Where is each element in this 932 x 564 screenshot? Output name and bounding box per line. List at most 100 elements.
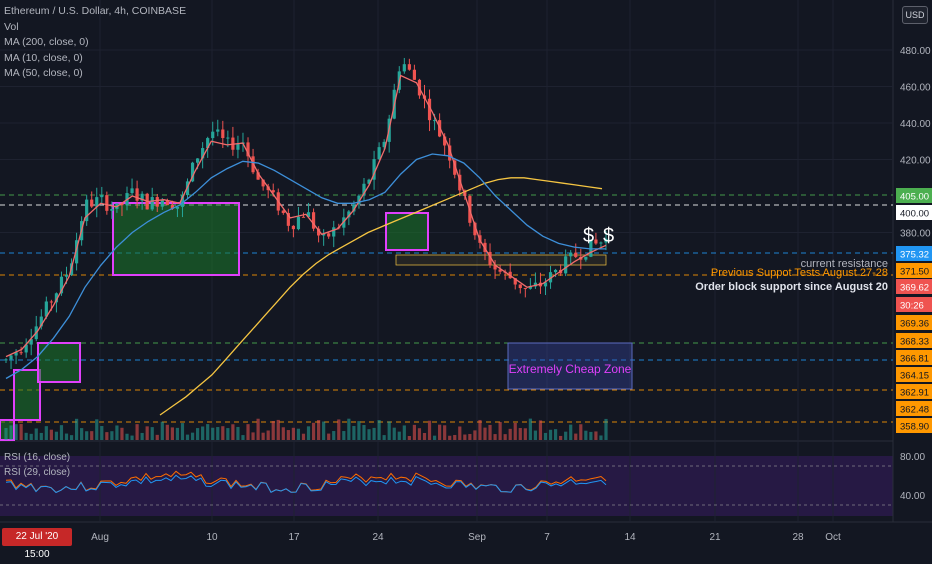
symbol-title[interactable]: Ethereum / U.S. Dollar, 4h, COINBASE [4, 5, 187, 17]
volume-bar [34, 428, 38, 440]
candle-body [448, 145, 452, 161]
candle-body [236, 143, 240, 150]
volume-bar [110, 431, 114, 440]
price-tag-bg [896, 367, 932, 382]
box-jul-3 [37, 342, 81, 383]
candle-body [140, 193, 144, 201]
price-tick-label: 440.00 [900, 119, 931, 130]
candle-body [604, 238, 608, 243]
candle-body [246, 142, 250, 157]
candle-body [402, 64, 406, 72]
volume-bar [231, 424, 235, 440]
candle-body [574, 252, 578, 257]
candle-body [357, 195, 361, 205]
candle-body [412, 69, 417, 80]
time-tick-label: 28 [792, 532, 804, 543]
volume-bar [24, 432, 28, 440]
candle-body [211, 131, 215, 139]
candle-body [120, 203, 124, 206]
volume-bar [463, 434, 467, 440]
price-tick-label: 380.00 [900, 229, 931, 240]
price-tag-bg [896, 279, 932, 294]
indicator-ma200[interactable]: MA (200, close, 0) [4, 36, 89, 48]
candle-body [135, 188, 139, 201]
volume-bar [483, 427, 487, 440]
volume-bar [291, 427, 295, 440]
candle-body [226, 137, 230, 139]
indicator-ma10[interactable]: MA (10, close, 0) [4, 51, 83, 64]
candle-body [528, 286, 532, 289]
candle-body [493, 265, 497, 270]
volume-bar [296, 428, 301, 440]
annotation-cheap-zone: Extremely Cheap Zone [509, 362, 632, 376]
volume-bar [402, 425, 406, 440]
candle-body [432, 120, 437, 122]
candle-body [347, 211, 351, 218]
candle-body [39, 316, 43, 327]
price-tag-bg [896, 418, 932, 433]
candle-body [24, 344, 28, 353]
volume-bar [221, 426, 225, 440]
dollar-sign-right: $ [603, 225, 614, 247]
volume-bar [74, 418, 79, 440]
volume-bar [195, 428, 200, 440]
volume-bar [458, 426, 462, 440]
volume-bar [327, 433, 331, 440]
candle-body [195, 158, 200, 163]
candle-body [377, 147, 381, 160]
candle-body [352, 204, 356, 212]
volume-bar [559, 435, 563, 440]
volume-bar [438, 424, 442, 440]
indicator-vol[interactable]: Vol [4, 20, 19, 33]
volume-bar [216, 427, 220, 440]
candle-body [518, 284, 522, 289]
candle-body [372, 159, 376, 180]
volume-bar [165, 424, 169, 440]
price-tag-label: 371.50 [900, 267, 929, 278]
rsi-29-line [5, 474, 607, 494]
price-tick-label: 460.00 [900, 83, 931, 94]
volume-bar [569, 424, 573, 440]
volume-bar [286, 430, 290, 440]
volume-bar [473, 430, 477, 440]
price-tag-bg [896, 333, 932, 348]
candle-body [584, 256, 588, 260]
candle-body [216, 129, 220, 132]
volume-bar [553, 429, 558, 440]
price-tag-label: 368.33 [900, 337, 929, 348]
candle-body [513, 278, 517, 285]
volume-bar [64, 433, 69, 440]
volume-bar [407, 435, 411, 440]
volume-bar [357, 421, 361, 440]
volume-bar [392, 427, 396, 440]
volume-bar [372, 427, 376, 440]
currency-button[interactable]: USD [902, 6, 928, 24]
volume-bar [513, 422, 517, 440]
indicator-ma50[interactable]: MA (50, close, 0) [4, 67, 83, 79]
candle-body [180, 195, 185, 207]
volume-bar [543, 432, 548, 440]
candle-body [201, 148, 205, 159]
time-tick-label: 21 [709, 532, 721, 543]
volume-bar [69, 435, 74, 440]
time-tick-label: Aug [91, 532, 109, 543]
candle-body [301, 216, 306, 218]
candle-body [589, 239, 593, 257]
candle-body [553, 269, 558, 273]
volume-bar [211, 427, 215, 440]
volume-bar [236, 426, 240, 440]
candle-body [533, 282, 538, 287]
candle-body [296, 216, 301, 230]
volume-bar [599, 435, 603, 440]
ma50-line [5, 153, 606, 380]
volume-bar [468, 433, 472, 440]
price-chart[interactable]: Aug 10 17 24 Sep 7 14 21 28 Oct 480.00 460.00 440.00… [0, 0, 932, 550]
candle-body [281, 210, 285, 214]
candle-body [44, 301, 48, 317]
candle-body [206, 138, 210, 149]
candle-body [85, 199, 89, 222]
previous-support-zone [395, 254, 607, 266]
annotation-order-block: Order block support since August 20 [695, 281, 888, 293]
volume-bar [422, 432, 427, 440]
rsi-tick-label: 80.00 [900, 452, 925, 463]
